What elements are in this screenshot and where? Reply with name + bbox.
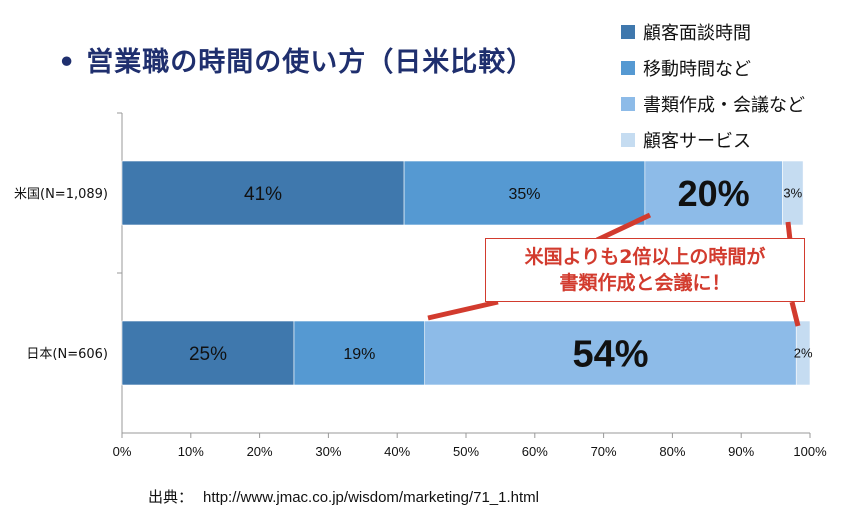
callout-pointer-line: [785, 221, 793, 241]
legend-label-3: 顧客サービス: [643, 131, 751, 152]
legend-label-1: 移動時間など: [643, 59, 751, 80]
bar-segment: [121, 320, 295, 386]
chart-title: • 営業職の時間の使い方（日米比較）: [58, 40, 534, 79]
bar-segment: [403, 160, 646, 226]
legend-item-3: 顧客サービス: [621, 122, 805, 158]
legend: 顧客面談時間 移動時間など 書類作成・会議など 顧客サービス: [621, 14, 805, 158]
legend-label-0: 顧客面談時間: [643, 23, 751, 44]
bar-segment: [424, 320, 797, 386]
bar-segment: [782, 160, 804, 226]
legend-swatch-3: [621, 133, 635, 147]
data-label: 20%: [678, 173, 750, 214]
data-label: 41%: [244, 184, 282, 205]
data-label: 2%: [794, 346, 813, 361]
legend-item-0: 顧客面談時間: [621, 14, 805, 50]
legend-swatch-0: [621, 25, 635, 39]
source-url: http://www.jmac.co.jp/wisdom/marketing/7…: [203, 489, 539, 506]
category-label: 日本(N=606): [26, 347, 108, 362]
x-tick-label: 100%: [793, 444, 827, 459]
bar-segment: [795, 320, 811, 386]
callout-line-2: 書類作成と会議に！: [559, 272, 731, 294]
x-tick-label: 20%: [247, 444, 273, 459]
callout-box: 米国よりも2倍以上の時間が 書類作成と会議に！: [485, 238, 805, 302]
callout-pointer-line: [427, 299, 499, 321]
source-label: 出典：: [148, 489, 194, 506]
x-tick-label: 40%: [384, 444, 410, 459]
data-label: 54%: [572, 334, 648, 376]
x-tick-label: 90%: [728, 444, 754, 459]
data-label: 35%: [508, 186, 540, 203]
bar-segment: [121, 160, 405, 226]
callout-pointer-line: [789, 301, 801, 327]
legend-label-2: 書類作成・会議など: [643, 95, 805, 116]
category-label: 米国(N=1,089): [14, 187, 108, 202]
legend-swatch-1: [621, 61, 635, 75]
data-label: 25%: [189, 344, 227, 365]
chart-title-text: 営業職の時間の使い方（日米比較）: [86, 47, 535, 78]
bar-segment: [293, 320, 426, 386]
x-tick-label: 50%: [453, 444, 479, 459]
legend-item-1: 移動時間など: [621, 50, 805, 86]
callout-pointer-line: [595, 212, 652, 243]
source-note: 出典： http://www.jmac.co.jp/wisdom/marketin…: [148, 486, 549, 507]
title-bullet: •: [58, 47, 77, 78]
data-label: 19%: [343, 346, 375, 363]
legend-swatch-2: [621, 97, 635, 111]
x-tick-label: 10%: [178, 444, 204, 459]
callout-line-1: 米国よりも2倍以上の時間が: [524, 246, 766, 268]
data-label: 3%: [783, 186, 802, 201]
legend-item-2: 書類作成・会議など: [621, 86, 805, 122]
x-tick-label: 80%: [659, 444, 685, 459]
x-tick-label: 60%: [522, 444, 548, 459]
x-tick-label: 70%: [591, 444, 617, 459]
x-tick-label: 30%: [315, 444, 341, 459]
x-tick-label: 0%: [113, 444, 132, 459]
